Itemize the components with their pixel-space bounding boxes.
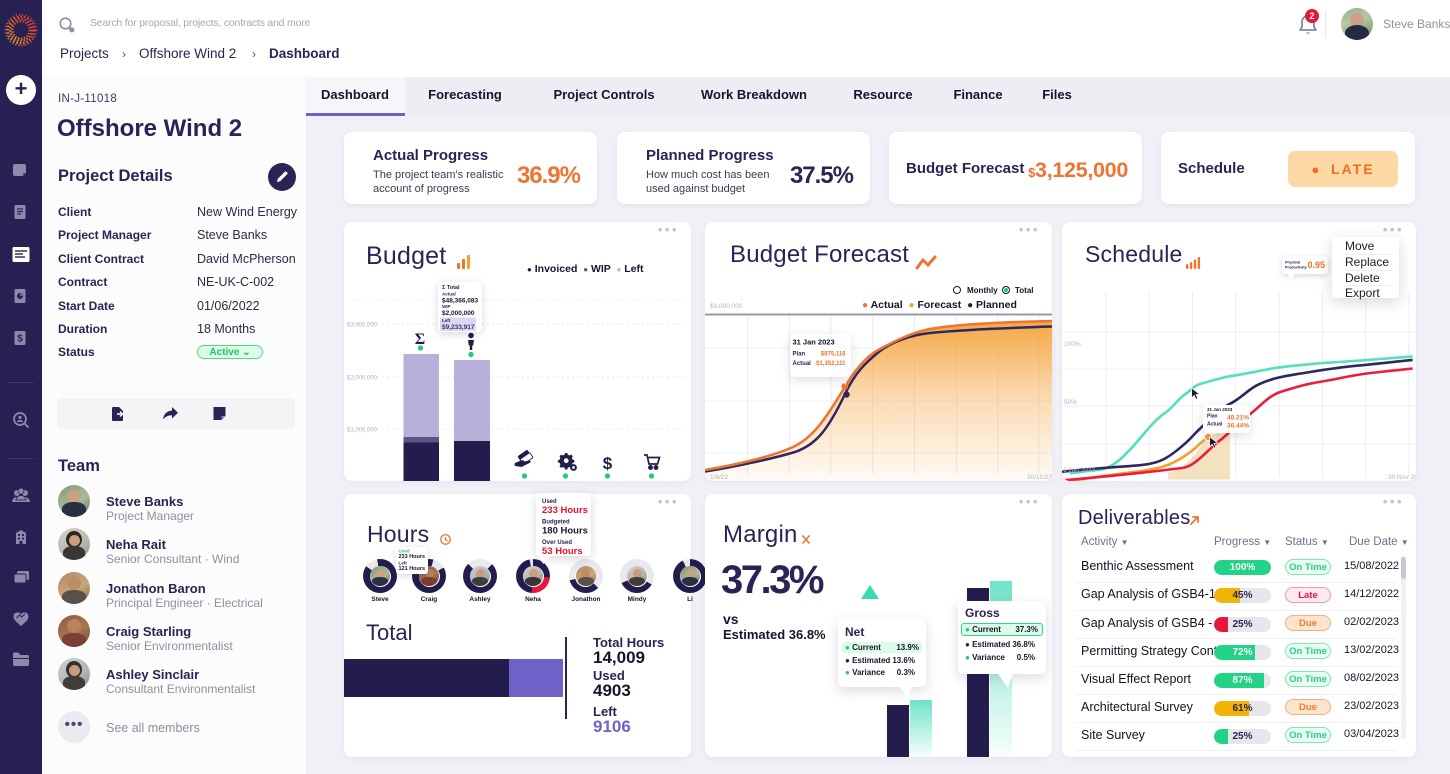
svg-text:$2,000,000: $2,000,000 [347,376,378,382]
svg-text:$1,000,000: $1,000,000 [347,428,378,434]
svg-text:1/6/22: 1/6/22 [710,474,728,481]
svg-text:30/11/23: 30/11/23 [1027,474,1052,481]
svg-text:$: $ [603,454,613,473]
svg-text:1 Jun 2022: 1 Jun 2022 [1063,467,1096,474]
svg-text:Σ: Σ [415,331,425,348]
svg-text:$3,000,000: $3,000,000 [347,323,378,329]
svg-text:50%: 50% [1064,399,1077,406]
svg-text:30 Nov 2023: 30 Nov 2023 [1388,474,1416,481]
svg-text:$: $ [17,334,23,345]
svg-text:100%: 100% [1064,341,1081,348]
